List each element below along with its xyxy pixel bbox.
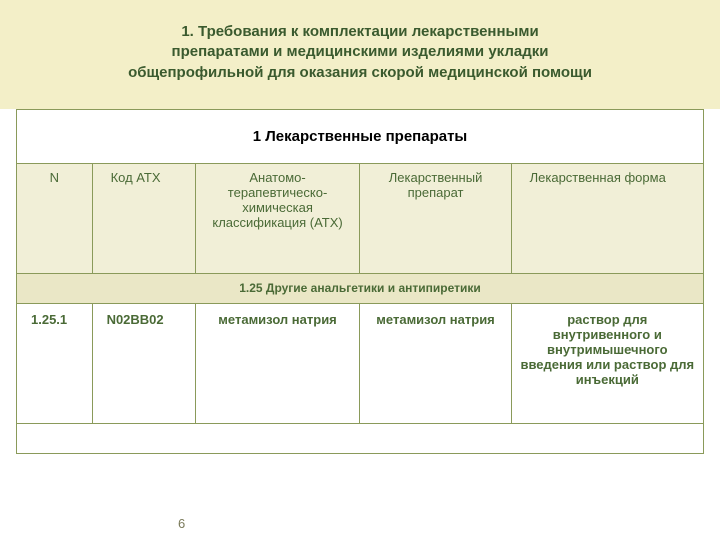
medication-table: 1 Лекарственные препараты N Код АТХ Анат… — [16, 109, 704, 454]
empty-cell — [17, 423, 704, 453]
empty-row — [17, 423, 704, 453]
cell-classification: метамизол натрия — [195, 303, 360, 423]
col-atc: Код АТХ — [92, 163, 195, 273]
table-row: 1.25.1 N02BB02 метамизол натрия метамизо… — [17, 303, 704, 423]
col-classification: Анатомо-терапевтическо-химическая класси… — [195, 163, 360, 273]
page-title: 1. Требования к комплектации лекарственн… — [60, 22, 660, 83]
col-form: Лекарственная форма — [511, 163, 703, 273]
cell-drug: метамизол натрия — [360, 303, 511, 423]
title-line-2: препаратами и медицинскими изделиями укл… — [172, 43, 549, 60]
section-title: 1 Лекарственные препараты — [17, 109, 704, 163]
header-band: 1. Требования к комплектации лекарственн… — [0, 0, 720, 109]
section-row: 1 Лекарственные препараты — [17, 109, 704, 163]
cell-n: 1.25.1 — [17, 303, 93, 423]
page-number: 6 — [178, 516, 185, 531]
column-header-row: N Код АТХ Анатомо-терапевтическо-химичес… — [17, 163, 704, 273]
cell-form: раствор для внутривенного и внутримышечн… — [511, 303, 703, 423]
title-line-3: общепрофильной для оказания скорой медиц… — [128, 64, 592, 81]
title-line-1: 1. Требования к комплектации лекарственн… — [181, 23, 538, 40]
col-drug: Лекарственный препарат — [360, 163, 511, 273]
col-n: N — [17, 163, 93, 273]
table-container: 1 Лекарственные препараты N Код АТХ Анат… — [0, 109, 720, 454]
subheader: 1.25 Другие анальгетики и антипиретики — [17, 273, 704, 303]
cell-atc: N02BB02 — [92, 303, 195, 423]
subheader-row: 1.25 Другие анальгетики и антипиретики — [17, 273, 704, 303]
